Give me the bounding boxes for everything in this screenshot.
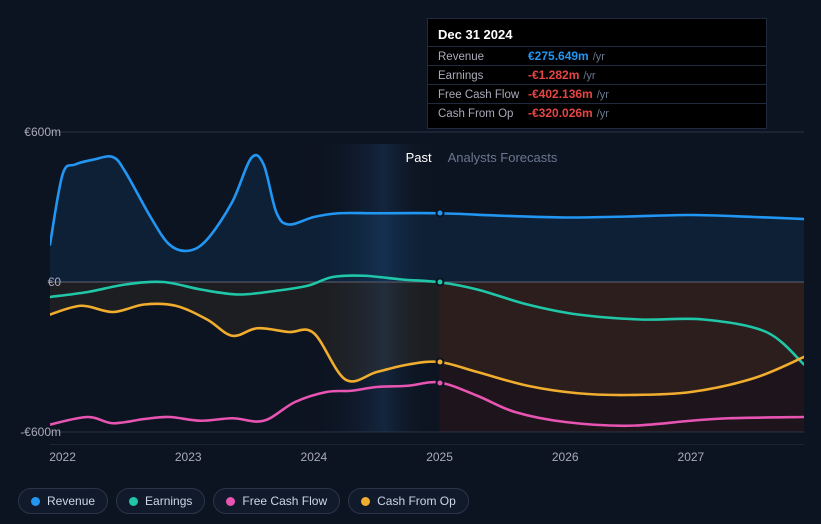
tooltip-row: Earnings-€1.282m/yr [428,65,766,84]
tooltip-row-value: -€402.136m [528,87,593,101]
x-tick-label: 2024 [301,450,328,464]
chart-legend: Revenue Earnings Free Cash Flow Cash From O… [18,488,469,514]
legend-dot-icon [129,497,138,506]
y-tick-label: €600m [24,125,61,139]
tooltip-row: Free Cash Flow-€402.136m/yr [428,84,766,103]
tooltip-row-label: Free Cash Flow [438,89,528,101]
legend-label: Earnings [145,494,192,508]
marker-earnings [435,278,444,287]
legend-item-earnings[interactable]: Earnings [116,488,205,514]
tooltip-row-unit: /yr [597,108,609,120]
legend-dot-icon [361,497,370,506]
legend-dot-icon [226,497,235,506]
legend-item-cash-from-op[interactable]: Cash From Op [348,488,469,514]
x-tick-label: 2025 [426,450,453,464]
tooltip-row-value: -€320.026m [528,106,593,120]
legend-label: Revenue [47,494,95,508]
tooltip-row-unit: /yr [593,51,605,63]
y-tick-label: -€600m [20,425,61,439]
tooltip-row: Cash From Op-€320.026m/yr [428,103,766,122]
x-tick-label: 2023 [175,450,202,464]
forecast-period-label: Analysts Forecasts [448,150,558,165]
chart-tooltip: Dec 31 2024 Revenue€275.649m/yrEarnings-… [427,18,767,129]
marker-cfo [435,358,444,367]
y-tick-label: €0 [48,275,61,289]
x-tick-label: 2027 [678,450,705,464]
marker-fcf [435,378,444,387]
tooltip-row-unit: /yr [597,89,609,101]
tooltip-row-label: Revenue [438,51,528,63]
past-period-label: Past [406,150,432,165]
legend-label: Cash From Op [377,494,456,508]
tooltip-row-value: -€1.282m [528,68,579,82]
x-tick-label: 2026 [552,450,579,464]
x-tick-label: 2022 [49,450,76,464]
legend-dot-icon [31,497,40,506]
legend-label: Free Cash Flow [242,494,327,508]
legend-item-revenue[interactable]: Revenue [18,488,108,514]
tooltip-date: Dec 31 2024 [428,25,766,46]
legend-item-free-cash-flow[interactable]: Free Cash Flow [213,488,340,514]
tooltip-row-label: Cash From Op [438,108,528,120]
tooltip-row-label: Earnings [438,70,528,82]
tooltip-row-value: €275.649m [528,49,589,63]
tooltip-row-unit: /yr [583,70,595,82]
tooltip-row: Revenue€275.649m/yr [428,46,766,65]
marker-revenue [435,209,444,218]
